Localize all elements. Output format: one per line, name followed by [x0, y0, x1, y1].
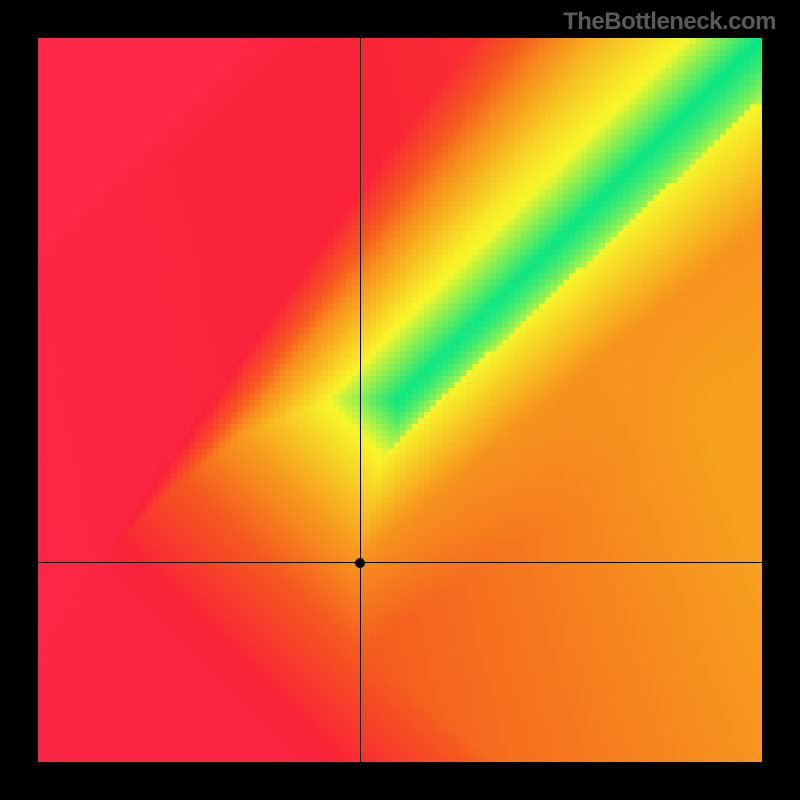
watermark-text: TheBottleneck.com: [563, 8, 776, 36]
crosshair-horizontal: [38, 562, 762, 563]
crosshair-marker: [355, 558, 365, 568]
heatmap-canvas: [38, 38, 762, 762]
plot-area: [38, 38, 762, 762]
crosshair-vertical: [360, 38, 361, 762]
